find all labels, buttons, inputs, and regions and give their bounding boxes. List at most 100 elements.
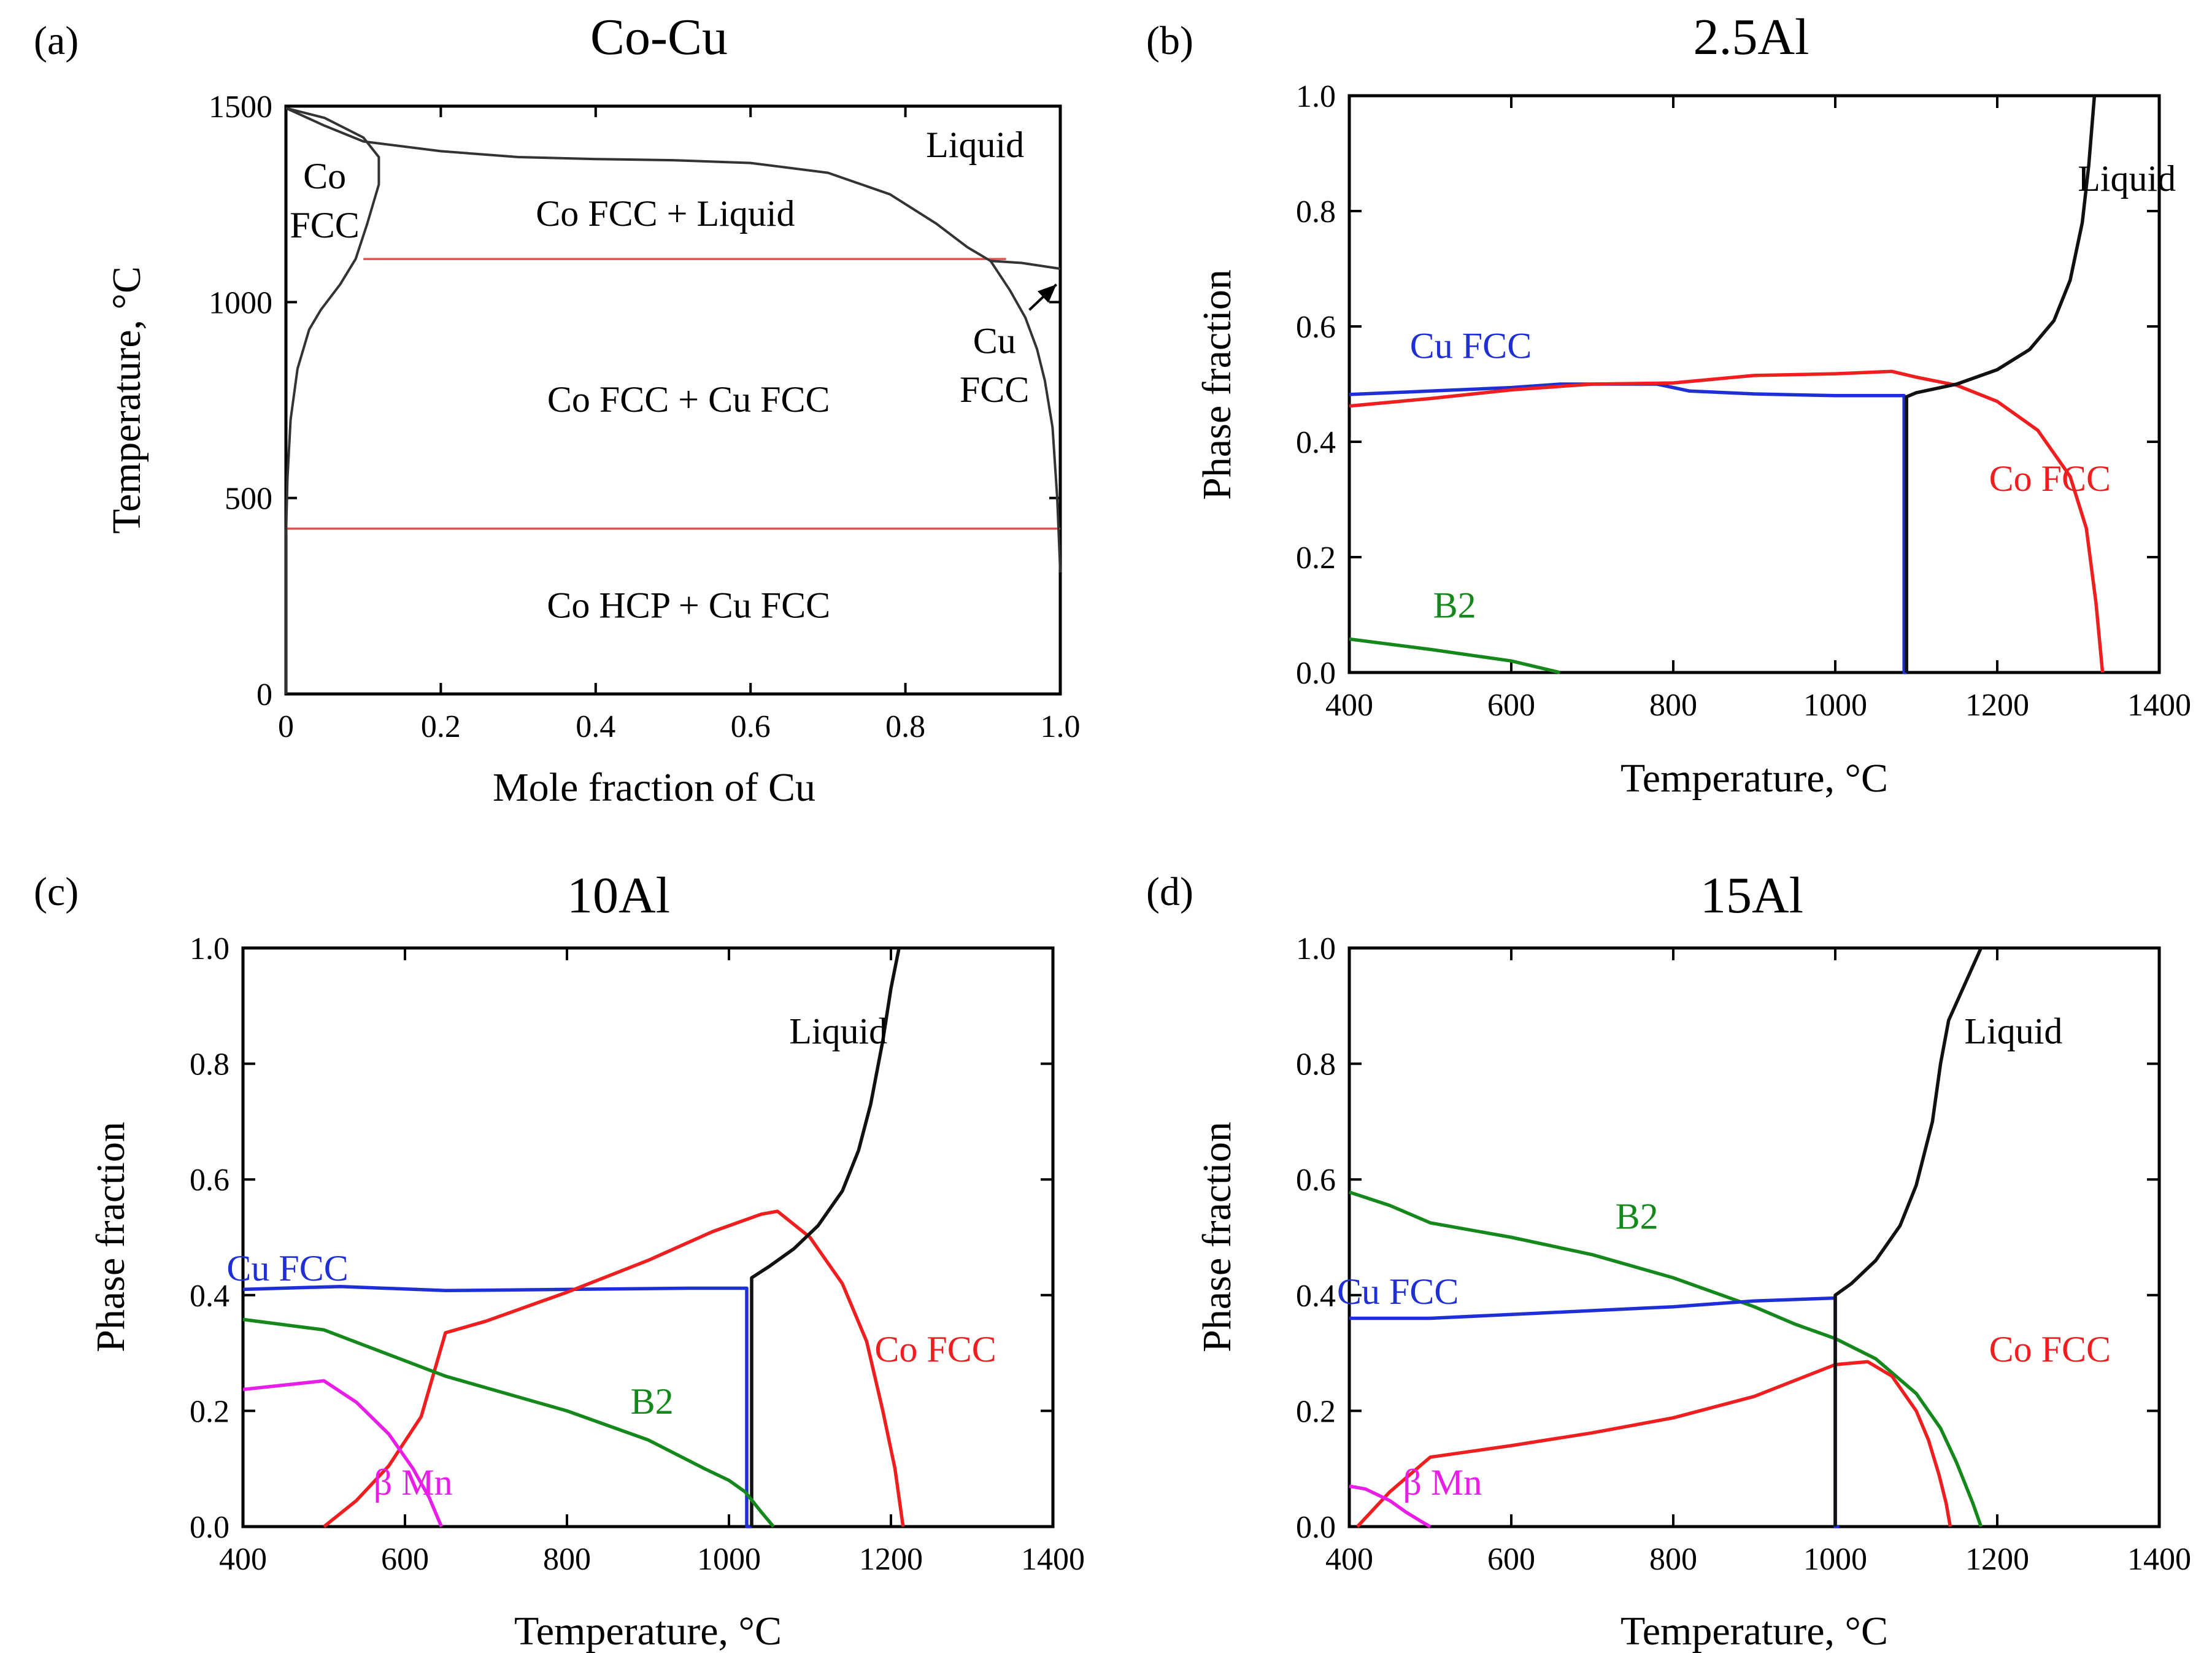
region-label: Co FCC + Liquid — [536, 193, 795, 234]
panel-d-xtick-label: 800 — [1649, 1542, 1697, 1577]
series-line-co-fcc — [1349, 369, 2105, 673]
series-label-co-fcc: Co FCC — [874, 1329, 996, 1370]
panel-c-xtick-label: 1000 — [697, 1542, 761, 1577]
panel-a-xtick-label: 0.4 — [576, 709, 615, 744]
panel-d-ytick-label: 0.6 — [1296, 1163, 1336, 1198]
series-label-cu-fcc: Cu FCC — [1410, 326, 1532, 366]
panel-c-ytick-label: 0.0 — [190, 1510, 229, 1545]
panel-b-xtick-label: 800 — [1649, 688, 1697, 723]
panel-d-xtick-label: 400 — [1325, 1542, 1373, 1577]
panel-a-xtick-label: 1.0 — [1041, 709, 1081, 744]
panel-b-ytick-label: 0.0 — [1296, 656, 1336, 691]
panel-c-xtick-label: 1400 — [1021, 1542, 1085, 1577]
panel-c-title: 10Al — [567, 867, 670, 924]
panel-c-10al-chart: (c) 10Al 400 600 800 1000 1200 1400 0.0 0.2 0.4 0… — [34, 867, 1085, 1653]
panel-c-ylabel: Phase fraction — [88, 1122, 133, 1352]
boundary-cu-fcc-solvus — [989, 260, 1062, 573]
series-label-b2: B2 — [631, 1381, 674, 1422]
panel-b-2-5al-chart: (b) 2.5Al 400 600 800 1000 1200 1400 0.0 0.2 0.4… — [1146, 9, 2191, 801]
panel-d-letter: (d) — [1146, 869, 1193, 914]
panel-a-xtick-label: 0 — [278, 709, 294, 744]
panel-a-ylabel: Temperature, °C — [104, 266, 149, 534]
panel-a-ticks: 0 0.2 0.4 0.6 0.8 1.0 0 500 1000 1500 — [209, 90, 1081, 744]
panel-a-xtick-label: 0.2 — [421, 709, 461, 744]
series-label-liquid: Liquid — [789, 1011, 887, 1052]
series-label-liquid: Liquid — [1964, 1011, 2062, 1052]
panel-b-ytick-label: 0.2 — [1296, 541, 1336, 576]
panel-d-frame — [1347, 946, 2161, 1528]
panel-a-frame — [284, 104, 1062, 696]
boundary-co-fcc-solidus — [285, 107, 380, 538]
panel-c-ytick-label: 0.6 — [190, 1163, 229, 1198]
series-label-cu-fcc: Cu FCC — [226, 1248, 348, 1289]
panel-c-xtick-label: 600 — [381, 1542, 429, 1577]
panel-d-series-labels: B2 Cu FCC Co FCC Liquid β Mn — [1337, 1011, 2111, 1503]
panel-d-ytick-label: 0.2 — [1296, 1394, 1336, 1429]
series-line-b2 — [1349, 1190, 1983, 1527]
series-label-b2: B2 — [1616, 1196, 1659, 1236]
panel-b-xtick-label: 600 — [1487, 688, 1535, 723]
panel-b-xtick-label: 1200 — [1965, 688, 2029, 723]
panel-c-xtick-label: 800 — [543, 1542, 591, 1577]
panel-d-ytick-label: 0.0 — [1296, 1510, 1336, 1545]
panel-a-title: Co-Cu — [590, 9, 728, 66]
series-label-co-fcc: Co FCC — [1989, 458, 2111, 499]
panel-a-ytick-label: 1000 — [209, 285, 272, 320]
panel-c-series-labels: Cu FCC Co FCC Liquid B2 β Mn — [226, 1011, 996, 1503]
panel-a-letter: (a) — [34, 18, 79, 63]
series-line-cu-fcc — [1349, 382, 1907, 674]
panel-d-title: 15Al — [1700, 867, 1803, 924]
region-label: Co HCP + Cu FCC — [547, 585, 830, 625]
panel-b-xlabel: Temperature, °C — [1620, 756, 1888, 801]
panel-c-ytick-label: 1.0 — [190, 931, 229, 966]
panel-b-ytick-label: 0.6 — [1296, 310, 1336, 345]
series-line-co-fcc — [323, 1209, 905, 1528]
panel-a-xtick-label: 0.8 — [885, 709, 925, 744]
panel-a-xtick-label: 0.6 — [731, 709, 771, 744]
region-label: FCC — [960, 369, 1029, 410]
panel-c-xtick-label: 1200 — [859, 1542, 923, 1577]
series-line-b2 — [242, 1317, 775, 1528]
series-label-liquid: Liquid — [2078, 158, 2176, 199]
panel-b-ylabel: Phase fraction — [1195, 269, 1239, 500]
panel-a-region-labels: Co FCC Liquid Co FCC + Liquid Co FCC + Cu FC… — [290, 125, 1029, 625]
region-label: FCC — [290, 205, 359, 245]
panel-c-ticks: 400 600 800 1000 1200 1400 0.0 0.2 0.4 0.6 0.8 1.0 — [190, 931, 1085, 1577]
panel-d-xtick-label: 600 — [1487, 1542, 1535, 1577]
panel-b-ytick-label: 0.4 — [1296, 425, 1336, 460]
series-label-mn: β Mn — [374, 1462, 453, 1503]
series-line-liquid — [1833, 947, 1983, 1527]
panel-c-ytick-label: 0.2 — [190, 1394, 229, 1429]
panel-d-series — [1349, 947, 1983, 1528]
series-line-b2 — [1349, 637, 1560, 674]
panel-d-ytick-label: 0.4 — [1296, 1279, 1336, 1314]
panel-b-ticks: 400 600 800 1000 1200 1400 0.0 0.2 0.4 0.6 0.8 1.0 — [1296, 79, 2191, 723]
panel-d-ticks: 400 600 800 1000 1200 1400 0.0 0.2 0.4 0.6 0.8 1.0 — [1296, 931, 2191, 1577]
panel-a-ytick-label: 500 — [225, 482, 272, 517]
panel-d-15al-chart: (d) 15Al 400 600 800 1000 1200 1400 0.0 0.2 0.4 0… — [1146, 867, 2191, 1653]
panel-c-series — [242, 947, 905, 1528]
series-line-cu-fcc — [242, 1284, 752, 1528]
region-label: Liquid — [926, 125, 1024, 165]
series-label-b2: B2 — [1433, 585, 1476, 626]
panel-a-phase-diagram: (a) Co-Cu 0 0.2 0.4 0.6 0.8 1.0 0 500 1000 1500 C… — [34, 9, 1081, 810]
panel-c-ytick-label: 0.4 — [190, 1279, 229, 1314]
panel-a-boundaries — [285, 107, 1062, 694]
panel-c-xtick-label: 400 — [219, 1542, 267, 1577]
panel-b-xtick-label: 400 — [1325, 688, 1373, 723]
panel-c-ytick-label: 0.8 — [190, 1047, 229, 1082]
panel-a-ytick-label: 0 — [256, 677, 272, 712]
panel-d-ytick-label: 0.8 — [1296, 1047, 1336, 1082]
panel-a-ytick-label: 1500 — [209, 90, 272, 125]
region-label: Co FCC + Cu FCC — [547, 379, 830, 420]
region-label: Cu — [973, 320, 1016, 361]
panel-b-xtick-label: 1400 — [2127, 688, 2191, 723]
panel-b-ytick-label: 0.8 — [1296, 195, 1336, 229]
region-label: Co — [303, 156, 346, 196]
series-line-liquid — [1905, 95, 2097, 672]
series-label-cu-fcc: Cu FCC — [1337, 1271, 1459, 1312]
panel-b-series — [1349, 95, 2105, 674]
series-line-mn — [242, 1379, 443, 1528]
panel-c-xlabel: Temperature, °C — [514, 1609, 782, 1653]
panel-d-xtick-label: 1400 — [2127, 1542, 2191, 1577]
